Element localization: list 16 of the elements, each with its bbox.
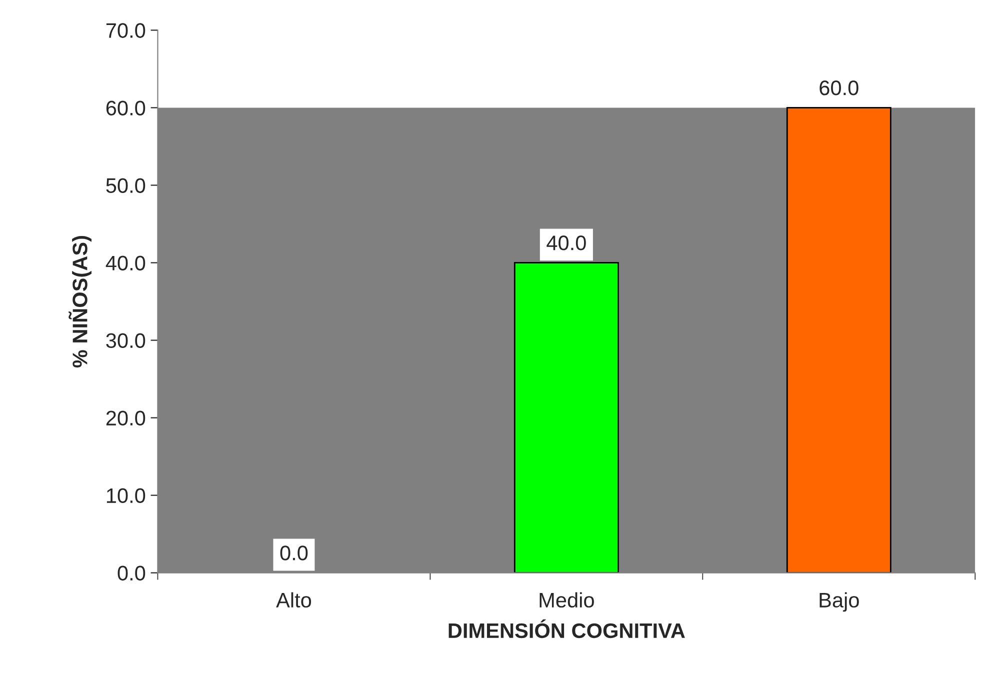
y-tick-label: 0.0 — [118, 566, 146, 581]
y-tick-label: 40.0 — [106, 256, 146, 270]
x-tick-label: Alto — [276, 592, 312, 608]
y-tick-label: 10.0 — [106, 488, 146, 504]
x-axis-title: DIMENSIÓN COGNITIVA — [448, 619, 685, 638]
data-label: 60.0 — [820, 80, 858, 96]
y-tick-label: 50.0 — [106, 178, 146, 193]
y-tick-label: 70.0 — [106, 23, 146, 38]
y-axis-title: % NIÑOS(AS) — [68, 236, 92, 368]
data-label: 40.0 — [546, 236, 586, 250]
y-tick-label: 60.0 — [106, 100, 146, 116]
y-tick-label: 30.0 — [106, 333, 146, 348]
x-tick-label: Bajo — [820, 592, 859, 612]
x-tick-label: Medio — [540, 592, 594, 608]
data-label: 0.0 — [280, 546, 308, 560]
y-tick-label: 20.0 — [106, 410, 146, 426]
